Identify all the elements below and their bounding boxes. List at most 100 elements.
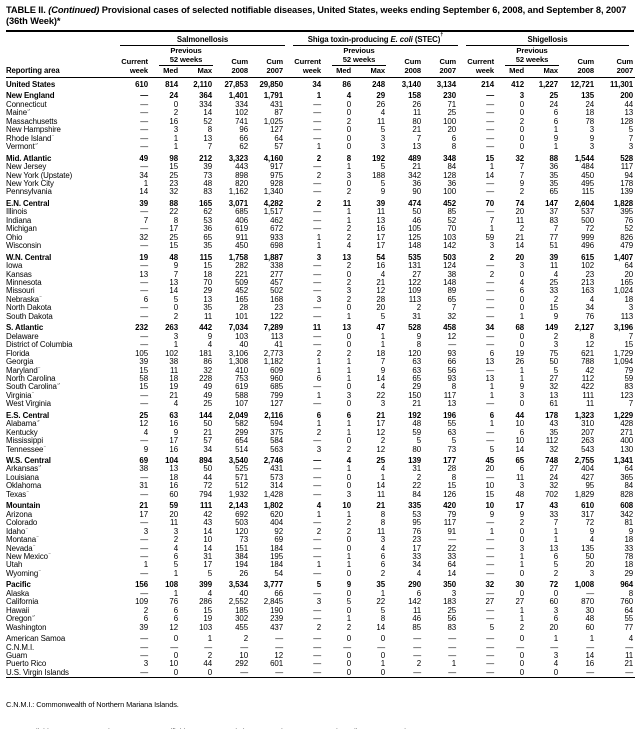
reporting-area-cell: New Mexico§	[6, 553, 51, 562]
value-cell: —	[586, 588, 595, 598]
value-cell: 7	[451, 303, 457, 313]
value-cell: 0	[207, 667, 212, 677]
cum-2007-header: Cum	[266, 57, 283, 66]
value-cell: 537	[581, 207, 595, 217]
value-cell: 788	[581, 357, 595, 367]
value-cell: 0	[346, 651, 351, 660]
subcol-max: Max	[184, 66, 218, 78]
value-cell: 3	[451, 588, 457, 598]
table-row: South Carolina§151949619685—042981932422…	[6, 382, 635, 392]
value-cell: 6	[519, 464, 525, 474]
value-cell: 16	[376, 261, 385, 271]
value-cell: 18	[169, 472, 178, 482]
value-cell: 33	[549, 509, 559, 519]
value-cell: 2,049	[228, 410, 248, 420]
value-cell: 1	[316, 232, 321, 242]
value-cell: 2,755	[574, 456, 595, 466]
value-cell: 6	[173, 614, 178, 624]
value-cell: 3	[380, 399, 385, 409]
value-cell: 80	[412, 444, 421, 454]
value-cell: 15	[169, 241, 178, 251]
value-cell: 228	[199, 373, 212, 383]
value-cell: 20	[515, 207, 525, 217]
value-cell: 20	[447, 125, 457, 135]
value-cell: 44	[624, 99, 634, 109]
value-cell: 18	[376, 348, 385, 358]
value-cell: —	[486, 108, 495, 118]
reporting-area-cell: Kentucky	[6, 428, 38, 437]
value-cell: 794	[199, 489, 212, 499]
value-cell: 571	[235, 472, 248, 482]
value-cell: —	[140, 277, 148, 287]
value-cell: 22	[376, 390, 385, 400]
value-cell: 25	[376, 456, 385, 466]
table-row: Mid. Atlantic 49 98 212 3,323 4,160 2 8 192 489 34…	[6, 153, 635, 163]
value-cell: 608	[620, 501, 634, 511]
value-cell: 101	[235, 311, 248, 321]
value-cell: 702	[545, 489, 559, 499]
reporting-area-cell: Indiana	[6, 216, 32, 225]
value-cell: 479	[620, 241, 634, 251]
value-cell: 11	[204, 311, 212, 321]
value-cell: 79	[447, 509, 457, 519]
cum-2007-header: Cum	[616, 57, 634, 66]
value-cell: 1,401	[228, 91, 248, 101]
value-cell: 9	[173, 427, 178, 437]
value-cell: 489	[408, 153, 421, 163]
value-cell: 452	[443, 198, 457, 208]
value-cell: —	[625, 642, 634, 652]
value-cell: 6	[143, 614, 148, 624]
subcol-cum-2008: 2008	[391, 66, 427, 78]
value-cell: 0	[173, 651, 178, 660]
value-cell: 29	[412, 382, 421, 392]
value-cell: 21	[203, 427, 212, 437]
value-cell: 0	[346, 436, 351, 446]
value-cell: 19	[203, 614, 212, 624]
value-cell: 8	[451, 382, 457, 392]
value-cell: 1	[207, 634, 212, 644]
value-cell: 2	[519, 224, 525, 234]
value-cell: 6	[380, 552, 385, 562]
value-cell: 43	[549, 501, 559, 511]
value-cell: —	[486, 311, 495, 321]
value-cell: —	[313, 518, 321, 528]
value-cell: 11	[550, 261, 559, 271]
value-cell: 31	[412, 464, 421, 474]
value-cell: 212	[199, 153, 212, 163]
value-cell: 2	[519, 116, 525, 126]
value-cell: —	[313, 303, 321, 313]
value-cell: 5	[451, 436, 457, 446]
value-cell: 3	[143, 526, 148, 536]
value-cell: —	[448, 642, 457, 652]
value-cell: 48	[203, 178, 212, 188]
value-cell: 826	[620, 232, 634, 242]
subcol-cum-2008: 2008	[564, 66, 601, 78]
value-cell: —	[413, 634, 421, 644]
value-cell: 23	[585, 269, 595, 279]
value-cell: 525	[235, 464, 248, 474]
value-cell: 3	[316, 294, 321, 304]
value-cell: 1	[519, 373, 525, 383]
value-cell: 2	[243, 634, 248, 644]
value-cell: 35	[203, 241, 212, 251]
value-cell: 69	[274, 535, 283, 545]
value-cell: 8	[380, 518, 385, 528]
value-cell: 46	[412, 614, 421, 624]
value-cell: 19	[515, 348, 525, 358]
value-cell: 47	[376, 323, 385, 333]
value-cell: 56	[447, 365, 457, 375]
value-cell: 4	[346, 91, 351, 101]
value-cell: 0	[346, 142, 351, 152]
value-cell: 263	[165, 323, 178, 333]
value-cell: 2	[316, 526, 321, 536]
value-cell: 38	[169, 357, 178, 367]
value-cell: 150	[408, 390, 421, 400]
value-cell: —	[140, 518, 148, 528]
value-cell: 49	[203, 390, 212, 400]
value-cell: 400	[620, 436, 634, 446]
value-cell: 53	[203, 215, 212, 225]
value-cell: 1	[489, 382, 495, 392]
value-cell: 29	[624, 568, 634, 578]
value-cell: 11	[516, 215, 525, 225]
